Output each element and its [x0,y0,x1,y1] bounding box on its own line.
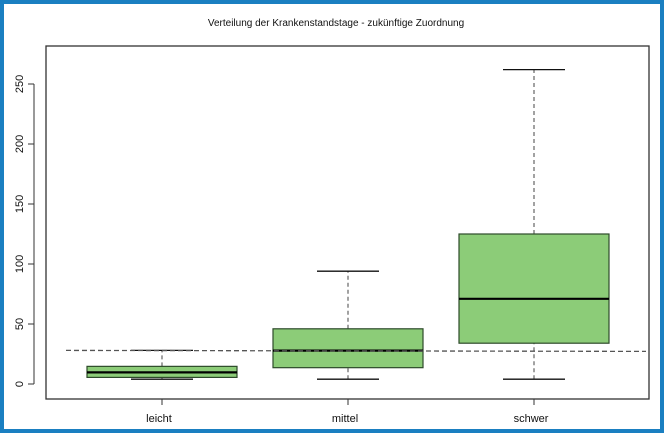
y-tick-label: 100 [14,255,26,273]
box-mittel [272,328,424,369]
chart-title: Verteilung der Krankenstandstage - zukün… [208,18,464,29]
y-tick-label: 150 [14,195,26,213]
y-tick-label: 250 [14,75,26,93]
x-axis: leicht mittel schwer [46,398,649,425]
boxplot-chart: Verteilung der Krankenstandstage - zukün… [14,18,650,425]
y-axis: 0 50 100 150 200 250 [14,75,35,387]
x-tick-label: mittel [332,413,358,425]
y-tick-label: 50 [14,318,26,330]
box-schwer [458,233,610,344]
reference-line [65,349,647,353]
boxes [65,68,647,380]
y-tick-label: 200 [14,135,26,153]
x-tick-label: leicht [146,413,172,425]
x-tick-label: schwer [514,413,549,425]
y-tick-label: 0 [14,381,26,387]
